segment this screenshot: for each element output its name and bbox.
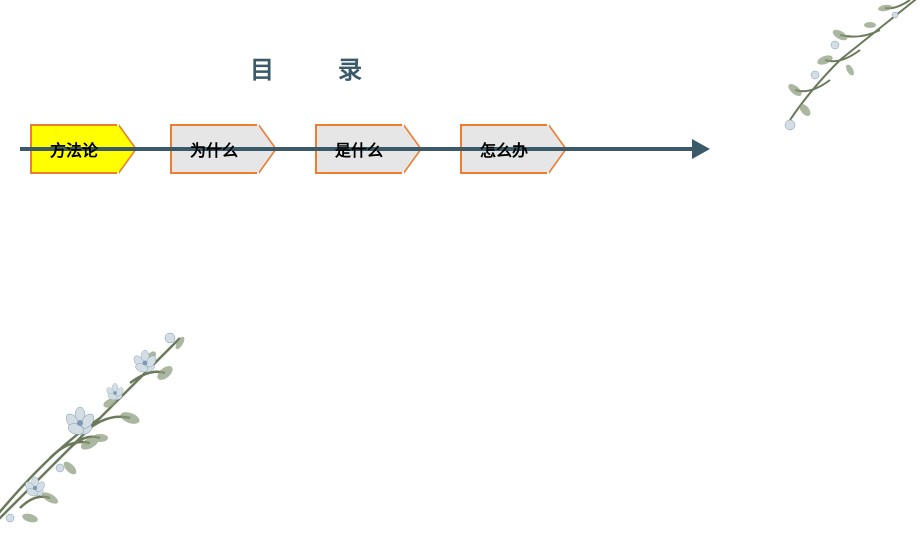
chevron-label: 为什么 [190, 137, 238, 161]
chevron-why: 为什么 [170, 124, 275, 174]
chevron-label: 是什么 [335, 137, 383, 161]
page-title: 目 录 [250, 50, 382, 85]
chevron-label: 方法论 [50, 137, 98, 161]
timeline-arrowhead [692, 139, 710, 159]
chevron-what: 是什么 [315, 124, 420, 174]
decorative-branch-top [740, 0, 920, 160]
chevron-label: 怎么办 [480, 137, 528, 161]
chevron-how: 怎么办 [460, 124, 565, 174]
chevron-methodology: 方法论 [30, 124, 135, 174]
decorative-branch-bottom [0, 268, 250, 548]
process-diagram: 方法论 为什么 是什么 怎么办 [20, 120, 700, 180]
